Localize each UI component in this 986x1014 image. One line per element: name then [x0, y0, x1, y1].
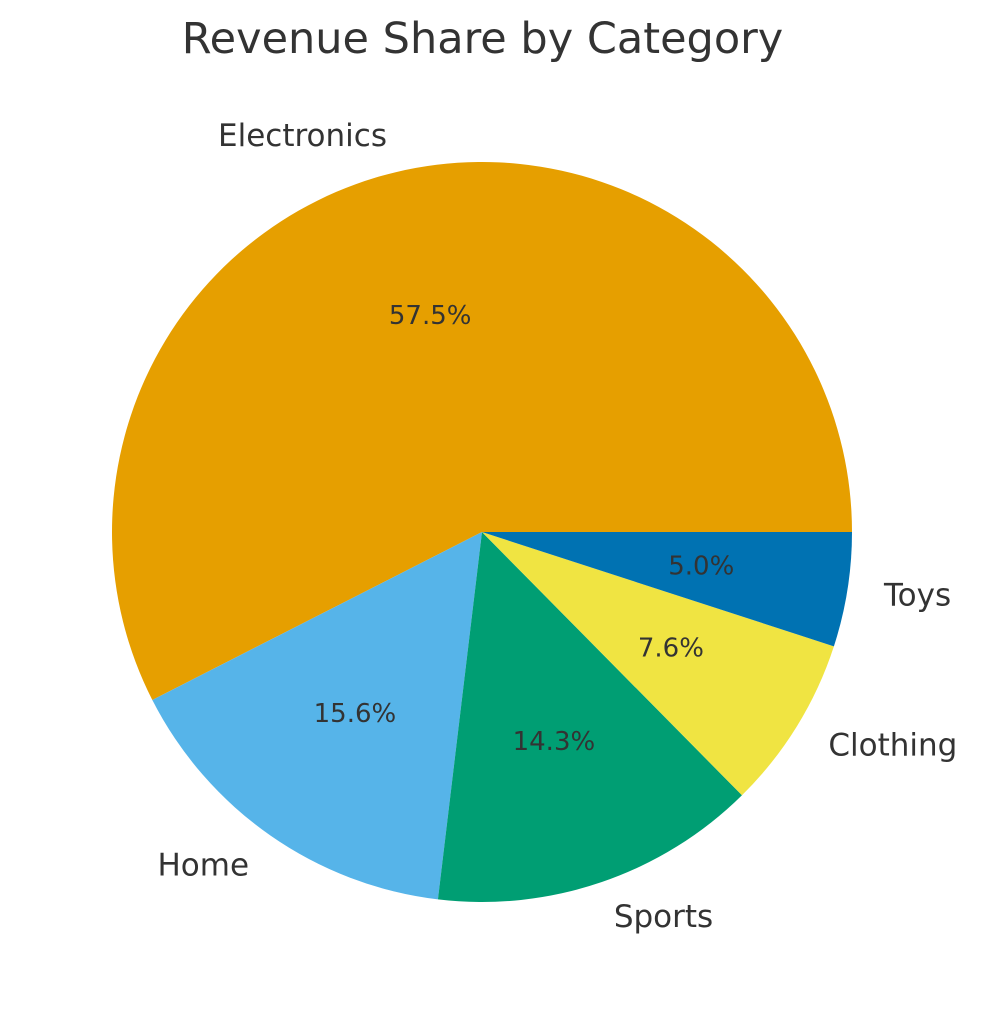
- percent-labels: 57.5% 15.6% 14.3% 7.6% 5.0%: [314, 301, 735, 757]
- percent-label-sports: 14.3%: [513, 727, 596, 757]
- pie-slice-home: [152, 532, 483, 900]
- category-label-toys: Toys: [883, 578, 951, 614]
- category-label-clothing: Clothing: [828, 728, 957, 764]
- category-labels: Electronics Home Sports Clothing Toys: [157, 118, 957, 935]
- category-label-sports: Sports: [614, 899, 713, 935]
- category-label-electronics: Electronics: [218, 118, 387, 154]
- percent-label-electronics: 57.5%: [389, 301, 472, 331]
- pie-slice-sports: [437, 532, 742, 902]
- percent-label-home: 15.6%: [314, 699, 397, 729]
- percent-label-toys: 5.0%: [668, 552, 734, 582]
- pie-slice-toys: [482, 532, 852, 647]
- pie-slice-clothing: [482, 532, 834, 796]
- pie-slices: [111, 161, 852, 902]
- percent-label-clothing: 7.6%: [638, 634, 704, 664]
- pie-slice-electronics: [111, 161, 852, 700]
- category-label-home: Home: [157, 848, 249, 884]
- chart-title: Revenue Share by Category: [181, 14, 784, 64]
